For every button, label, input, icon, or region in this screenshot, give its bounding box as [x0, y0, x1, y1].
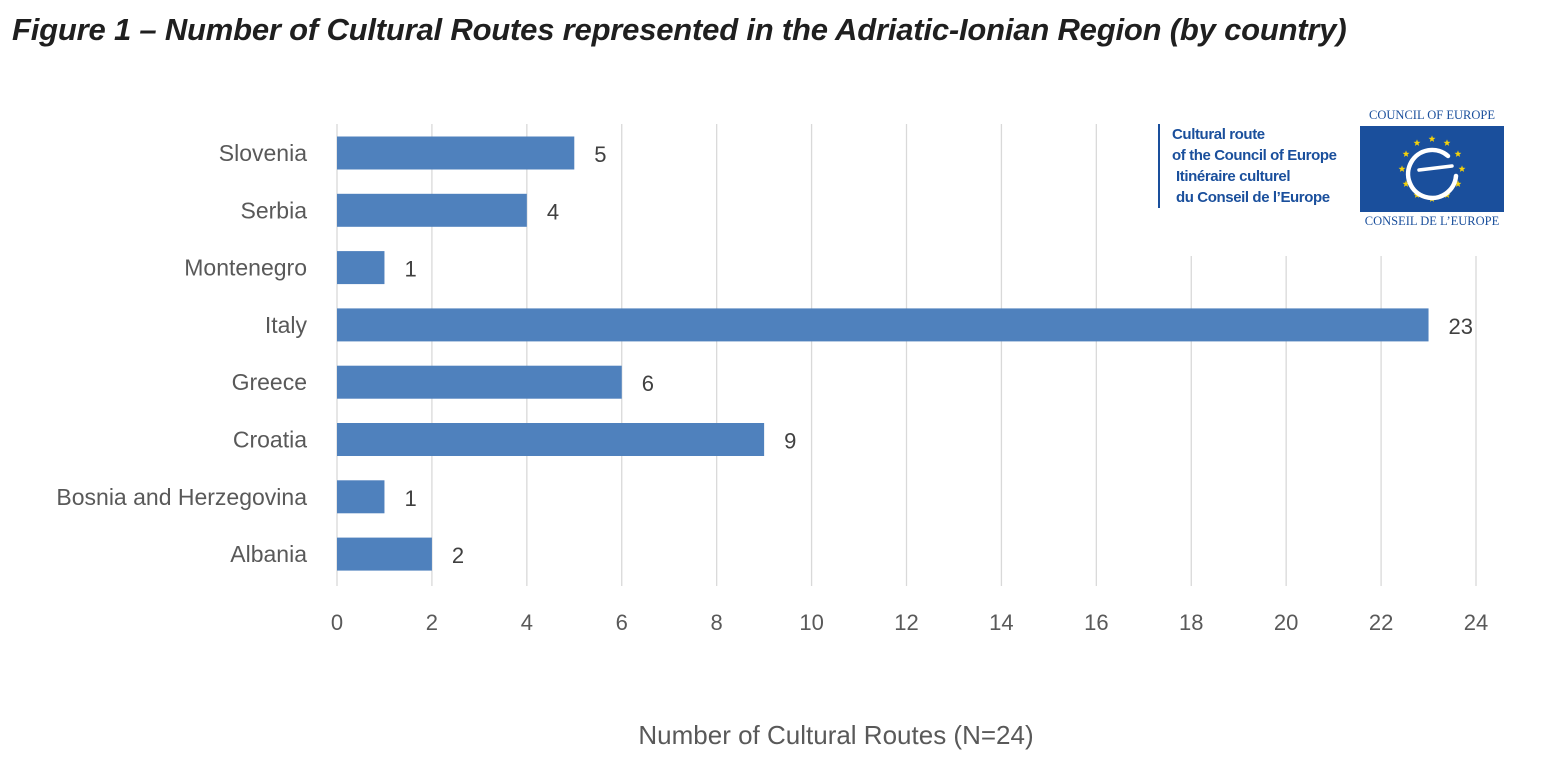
logo-line-2: of the Council of Europe: [1172, 147, 1337, 164]
logo-line-4: du Conseil de l’Europe: [1176, 189, 1330, 206]
data-label: 5: [594, 142, 606, 167]
figure-title: Figure 1 – Number of Cultural Routes rep…: [12, 12, 1347, 47]
star-icon: [1458, 165, 1466, 172]
star-icon: [1398, 165, 1406, 172]
x-tick-label: 22: [1369, 610, 1393, 635]
x-tick-label: 0: [331, 610, 343, 635]
category-label: Greece: [232, 369, 307, 395]
category-label: Italy: [265, 312, 308, 338]
x-axis-title: Number of Cultural Routes (N=24): [638, 720, 1033, 750]
star-icon: [1413, 139, 1421, 146]
star-icon: [1402, 150, 1410, 157]
star-icon: [1443, 139, 1451, 146]
bar: [337, 193, 527, 227]
category-label: Albania: [230, 541, 307, 567]
logo-line-1: Cultural route: [1172, 126, 1265, 143]
x-tick-label: 14: [989, 610, 1013, 635]
x-tick-label: 6: [616, 610, 628, 635]
category-label: Slovenia: [219, 140, 307, 166]
star-icon: [1454, 180, 1462, 187]
council-of-europe-emblem-icon: [1360, 126, 1504, 212]
bar: [337, 251, 385, 285]
bar: [337, 537, 432, 571]
x-tick-label: 12: [894, 610, 918, 635]
data-label: 23: [1449, 314, 1473, 339]
category-label: Montenegro: [184, 255, 307, 281]
data-label: 9: [784, 429, 796, 454]
star-icon: [1454, 150, 1462, 157]
cultural-route-logo: Cultural route of the Council of Europe …: [1148, 70, 1515, 256]
category-label: Bosnia and Herzegovina: [56, 484, 307, 510]
x-tick-label: 10: [799, 610, 823, 635]
x-tick-label: 20: [1274, 610, 1298, 635]
bar: [337, 480, 385, 514]
data-label: 1: [404, 486, 416, 511]
x-tick-label: 16: [1084, 610, 1108, 635]
x-tick-label: 24: [1464, 610, 1488, 635]
star-icon: [1428, 135, 1436, 142]
x-tick-label: 8: [711, 610, 723, 635]
bars: [337, 136, 1429, 571]
data-label: 2: [452, 543, 464, 568]
bar: [337, 423, 765, 456]
council-of-europe-label: COUNCIL OF EUROPE: [1369, 108, 1495, 122]
star-icon: [1402, 180, 1410, 187]
data-label: 1: [404, 257, 416, 282]
data-label: 6: [642, 371, 654, 396]
bar: [337, 308, 1429, 342]
category-label: Serbia: [241, 197, 308, 223]
logo-line-3: Itinéraire culturel: [1176, 168, 1291, 185]
x-tick-label: 2: [426, 610, 438, 635]
x-tick-label: 18: [1179, 610, 1203, 635]
conseil-de-leurope-label: CONSEIL DE L’EUROPE: [1364, 214, 1500, 228]
bar: [337, 136, 575, 170]
cultural-route-text: Cultural route of the Council of Europe …: [1158, 124, 1337, 208]
category-label: Croatia: [233, 427, 307, 453]
data-label: 4: [547, 199, 559, 224]
x-tick-label: 4: [521, 610, 533, 635]
bar: [337, 365, 622, 399]
